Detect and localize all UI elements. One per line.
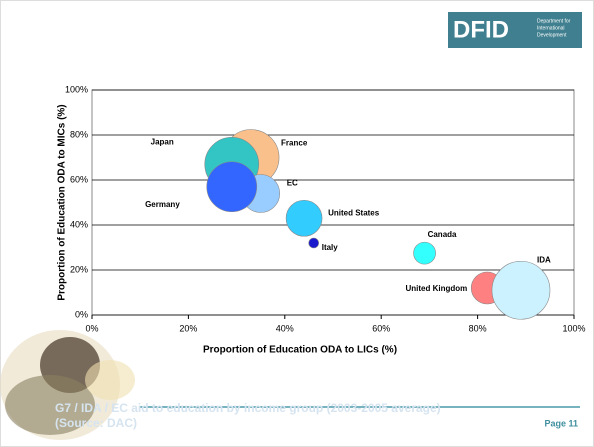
x-axis-label: Proportion of Education ODA to LICs (%): [203, 345, 397, 356]
y-axis-label: Proportion of Education ODA to MICs (%): [57, 104, 68, 300]
x-tick-label: 100%: [562, 323, 585, 333]
bubble: [491, 260, 551, 320]
bubble: [206, 161, 258, 213]
bubble-label: France: [281, 139, 308, 148]
logo-box: [448, 12, 582, 48]
bubble-label: EC: [287, 179, 298, 188]
y-tick-label: 0%: [75, 309, 88, 319]
y-tick-label: 60%: [70, 174, 88, 184]
logo-sub: Development: [537, 32, 567, 38]
footer-source: (Source: DAC): [55, 416, 137, 430]
photo: [0, 330, 135, 440]
x-tick-label: 60%: [372, 323, 390, 333]
y-tick-label: 80%: [70, 129, 88, 139]
logo-sub: Department for: [537, 18, 571, 24]
x-tick-label: 0%: [85, 323, 98, 333]
y-tick-label: 20%: [70, 264, 88, 274]
bubble-label: IDA: [537, 255, 551, 264]
page-number: Page 11: [544, 418, 578, 428]
bubble-label: Canada: [428, 230, 457, 239]
y-tick-label: 40%: [70, 219, 88, 229]
footer-title: G7 / IDA / EC aid to education by income…: [55, 401, 441, 415]
bubble: [308, 237, 320, 249]
bubble: [413, 241, 436, 265]
logo-name: DFID: [453, 16, 509, 43]
bubble-label: Japan: [151, 137, 174, 146]
logo: DFID Department for International Develo…: [448, 12, 582, 48]
bubble-label: United States: [328, 208, 380, 217]
logo-sub: International: [537, 25, 565, 31]
bubble-label: Italy: [322, 243, 339, 252]
bubble-label: United Kingdom: [405, 284, 467, 293]
x-tick-label: 20%: [179, 323, 197, 333]
bubble-label: Germany: [145, 200, 180, 209]
x-tick-label: 40%: [276, 323, 294, 333]
y-tick-label: 100%: [65, 84, 88, 94]
bubble: [285, 199, 323, 237]
x-tick-label: 80%: [469, 323, 487, 333]
